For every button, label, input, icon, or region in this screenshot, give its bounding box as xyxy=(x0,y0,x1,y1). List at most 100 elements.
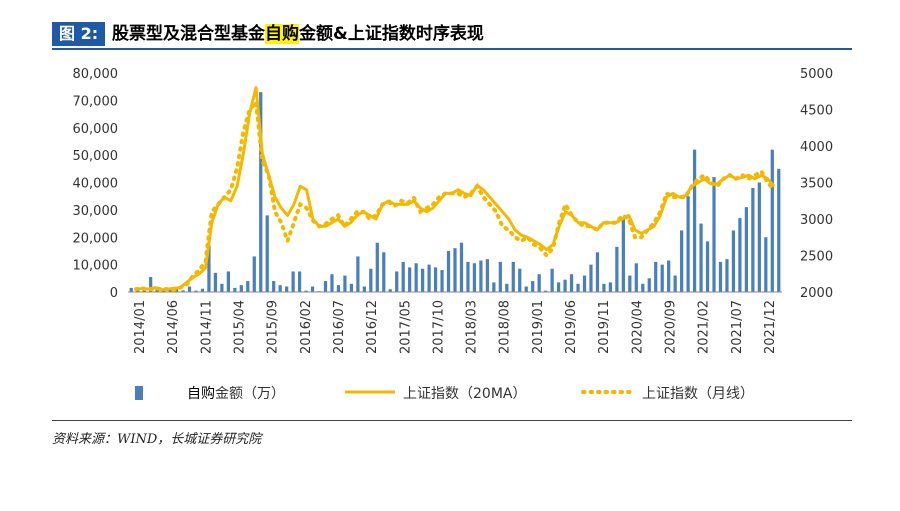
bar xyxy=(304,290,308,292)
x-tick: 2019/11 xyxy=(597,300,612,354)
y-right-tick: 4500 xyxy=(800,104,833,119)
bar xyxy=(149,276,153,292)
bar xyxy=(336,285,341,292)
x-tick: 2021/12 xyxy=(763,300,778,354)
x-tick: 2014/01 xyxy=(133,300,148,354)
bar xyxy=(259,92,263,292)
right-axis-ticks: 2000 2500 3000 3500 4000 4500 5000 xyxy=(800,67,833,301)
left-axis-ticks: 0 10,000 20,000 30,000 40,000 50,000 60,000 70,… xyxy=(73,67,119,301)
bar xyxy=(731,230,736,292)
x-tick: 2018/08 xyxy=(498,300,513,354)
x-tick: 2016/07 xyxy=(332,300,347,354)
bar xyxy=(395,271,399,292)
bar xyxy=(692,149,697,292)
bar xyxy=(323,281,328,292)
bar xyxy=(667,260,671,292)
x-tick: 2016/02 xyxy=(299,300,314,354)
legend-bar-label: 自购金额（万） xyxy=(187,386,285,402)
bar xyxy=(382,252,386,292)
bar xyxy=(511,261,515,292)
y-left-tick: 0 xyxy=(110,286,118,301)
legend-bar-swatch xyxy=(135,386,143,400)
bar xyxy=(310,286,315,292)
bars-series xyxy=(129,92,781,292)
bar xyxy=(200,288,205,292)
bar xyxy=(401,261,405,292)
y-left-tick: 80,000 xyxy=(73,67,119,82)
y-right-tick: 3000 xyxy=(800,213,833,228)
ma20-line xyxy=(135,86,776,292)
y-left-tick: 40,000 xyxy=(73,177,119,192)
bar xyxy=(589,264,593,292)
bar xyxy=(155,289,159,292)
bar xyxy=(686,196,690,292)
y-left-tick: 60,000 xyxy=(73,122,119,137)
bar xyxy=(446,250,451,292)
x-tick: 2017/05 xyxy=(398,300,413,354)
legend-bar-hl: 自购 xyxy=(187,386,215,402)
x-tick: 2019/01 xyxy=(531,300,546,354)
bar xyxy=(524,286,528,292)
bar xyxy=(194,290,198,292)
x-tick: 2014/11 xyxy=(199,300,214,354)
legend-ma-label: 上证指数（20MA） xyxy=(403,386,526,402)
bar xyxy=(472,263,477,292)
monthly-line xyxy=(134,97,776,292)
bar xyxy=(369,268,373,292)
bar xyxy=(408,267,412,292)
bar xyxy=(479,260,483,292)
y-right-tick: 4000 xyxy=(800,140,833,155)
bar xyxy=(602,283,606,292)
bar xyxy=(343,275,347,292)
x-tick: 2020/09 xyxy=(664,300,679,354)
bar xyxy=(582,275,587,292)
y-right-tick: 2000 xyxy=(800,286,833,301)
bar xyxy=(421,268,425,292)
source-note: 资料来源：WIND，长城证券研究院 xyxy=(52,432,262,447)
bar xyxy=(362,286,366,292)
bar xyxy=(595,252,600,292)
bar xyxy=(712,177,716,292)
bar xyxy=(744,207,749,292)
bar xyxy=(518,268,522,292)
x-tick: 2021/02 xyxy=(697,300,712,354)
bar xyxy=(349,283,354,292)
bar xyxy=(544,290,548,292)
bar xyxy=(459,242,464,292)
bar xyxy=(272,281,276,292)
bar xyxy=(129,287,133,292)
bar xyxy=(207,245,211,292)
bar xyxy=(770,149,774,292)
bar xyxy=(414,263,418,292)
bar xyxy=(246,281,250,292)
y-left-tick: 50,000 xyxy=(73,149,119,164)
bar xyxy=(297,271,302,292)
bar xyxy=(252,256,256,292)
bar xyxy=(427,264,431,292)
bar xyxy=(453,248,457,292)
bar xyxy=(466,261,470,292)
bar xyxy=(440,270,444,292)
bar xyxy=(285,286,289,292)
bar xyxy=(705,241,710,292)
legend-bar-rest: 金额（万） xyxy=(215,386,285,402)
figure-title-bar: 图 2: 股票型及混合型基金自购金额&上证指数时序表现 xyxy=(52,20,852,50)
bar xyxy=(433,267,438,292)
bar xyxy=(777,168,781,292)
bar xyxy=(764,237,768,292)
bar xyxy=(621,218,625,292)
source-divider xyxy=(52,420,852,421)
bar xyxy=(330,274,334,292)
bar xyxy=(174,288,179,292)
figure-label: 图 2: xyxy=(52,22,106,46)
legend: 自购金额（万） 上证指数（20MA） 上证指数（月线） xyxy=(135,386,754,402)
bar xyxy=(291,271,295,292)
bar xyxy=(628,275,632,292)
x-tick: 2020/04 xyxy=(630,300,645,354)
bar xyxy=(492,282,496,292)
x-tick: 2015/04 xyxy=(232,300,247,354)
bar xyxy=(220,283,224,292)
x-tick: 2014/06 xyxy=(166,300,181,354)
y-left-tick: 70,000 xyxy=(73,94,119,109)
bar xyxy=(725,259,729,292)
